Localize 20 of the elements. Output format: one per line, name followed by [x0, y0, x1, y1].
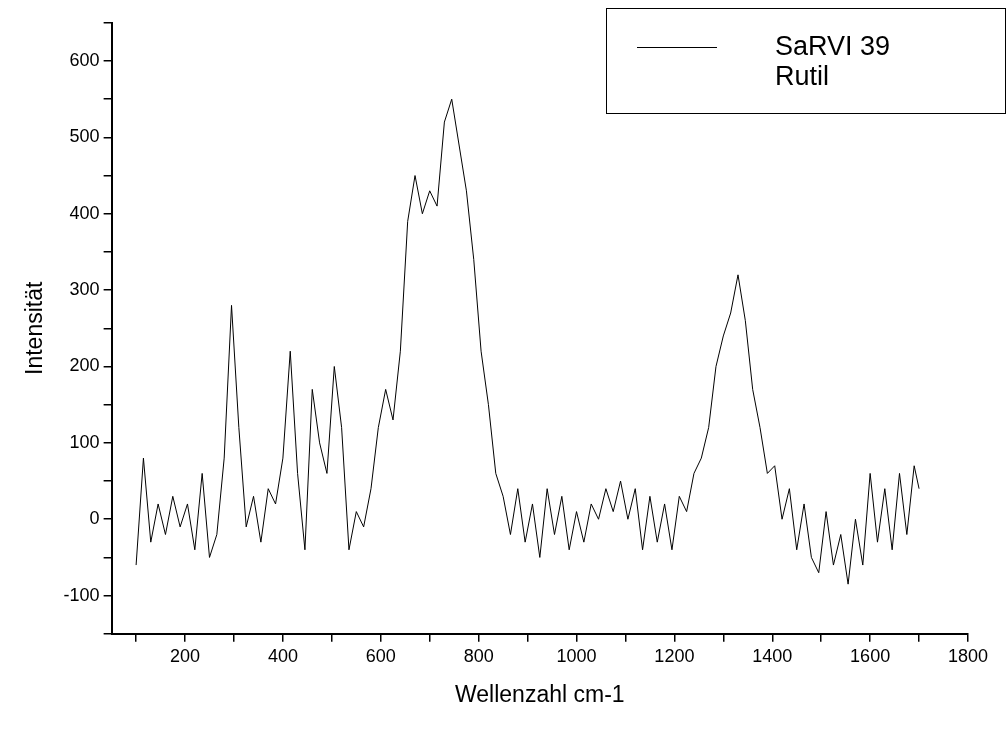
y-tick-label: 400	[69, 202, 100, 223]
x-tick-label: 1400	[752, 645, 793, 666]
legend-label: SaRVI 39 Rutil	[775, 31, 891, 91]
y-tick-label: 600	[69, 49, 100, 70]
x-tick-label: 1800	[947, 645, 989, 666]
y-tick-label: 300	[69, 279, 100, 300]
x-tick-label: 400	[267, 645, 298, 666]
x-tick-label: 1200	[654, 645, 695, 666]
x-axis-title: Wellenzahl cm-1	[455, 680, 625, 707]
y-tick-label: 100	[69, 431, 100, 452]
x-tick-label: 1600	[850, 645, 891, 666]
y-tick-label: 200	[69, 355, 100, 376]
x-tick-label: 800	[463, 645, 494, 666]
x-tick-label: 200	[170, 645, 201, 666]
y-axis-title: Intensität	[21, 281, 48, 375]
y-tick-label: -100	[63, 584, 100, 605]
x-tick-label: 1000	[556, 645, 597, 666]
y-tick-label: 500	[69, 126, 100, 147]
x-tick-label: 600	[365, 645, 396, 666]
y-tick-label: 0	[89, 508, 100, 529]
